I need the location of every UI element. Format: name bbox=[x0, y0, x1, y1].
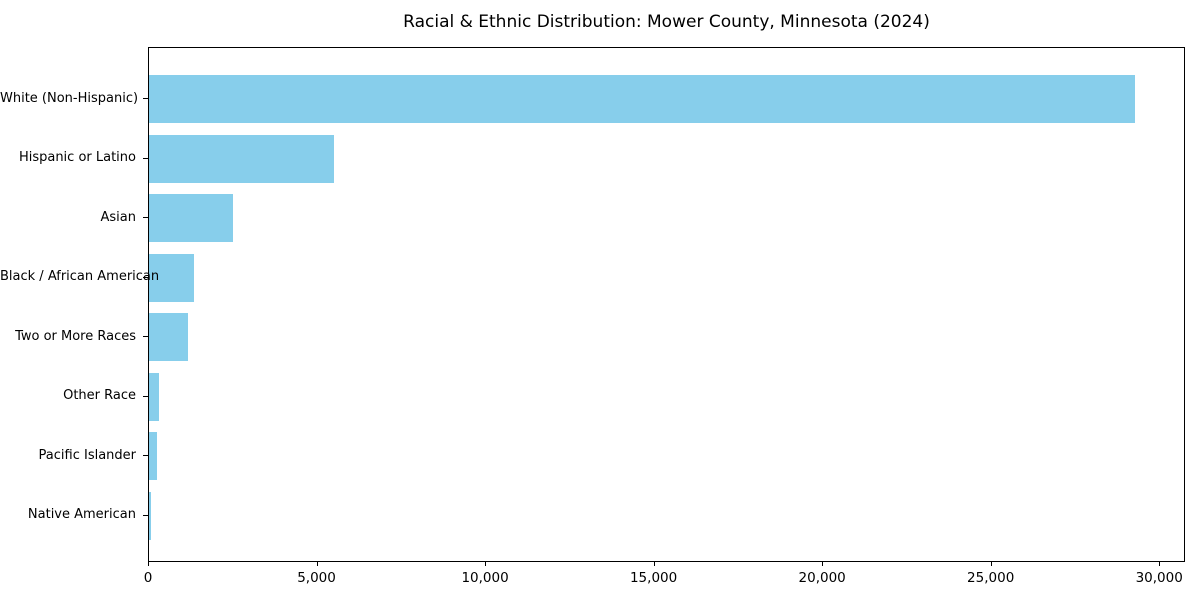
bar-pacific-islander bbox=[149, 432, 158, 480]
x-tick-mark bbox=[316, 562, 318, 566]
x-tick-label: 5,000 bbox=[297, 570, 336, 586]
x-tick-label: 20,000 bbox=[798, 570, 846, 586]
plot-area bbox=[148, 47, 1185, 562]
bar-black-african-american bbox=[149, 253, 195, 302]
x-tick-label: 0 bbox=[143, 570, 153, 586]
y-tick-label: Asian bbox=[100, 209, 136, 225]
y-tick-mark bbox=[143, 514, 148, 516]
y-tick-mark bbox=[143, 395, 148, 397]
x-tick-mark bbox=[148, 562, 149, 566]
y-tick-label: Hispanic or Latino bbox=[18, 150, 136, 165]
y-tick-mark bbox=[143, 336, 148, 337]
bar-native-american bbox=[149, 491, 151, 540]
x-tick-mark bbox=[822, 562, 824, 566]
y-tick-label: Other Race bbox=[63, 388, 136, 403]
y-tick-label: Pacific Islander bbox=[38, 447, 136, 463]
x-tick-mark bbox=[990, 562, 992, 566]
x-tick-label: 10,000 bbox=[461, 570, 509, 586]
bar-other-race bbox=[149, 372, 160, 421]
y-tick-label: Native American bbox=[27, 507, 136, 522]
bar-white-non-hispanic bbox=[149, 75, 1135, 123]
x-tick-mark bbox=[653, 562, 655, 566]
x-tick-label: 30,000 bbox=[1135, 570, 1183, 586]
x-tick-mark bbox=[1159, 562, 1161, 566]
y-tick-mark bbox=[143, 98, 148, 99]
bar-asian bbox=[149, 194, 234, 242]
y-tick-mark bbox=[143, 455, 148, 456]
y-tick-label: White (Non-Hispanic) bbox=[0, 90, 139, 106]
x-tick-label: 25,000 bbox=[967, 570, 1015, 586]
y-tick-mark bbox=[143, 157, 148, 159]
y-tick-mark bbox=[143, 217, 148, 218]
x-tick-label: 15,000 bbox=[629, 570, 678, 586]
x-tick-mark bbox=[485, 562, 487, 566]
bar-two-or-more-races bbox=[149, 313, 188, 361]
chart-title: Racial & Ethnic Distribution: Mower Coun… bbox=[403, 12, 930, 32]
y-tick-label: Black / African American bbox=[0, 269, 160, 284]
y-tick-mark bbox=[143, 276, 148, 278]
bar-hispanic-or-latino bbox=[149, 134, 335, 183]
y-tick-label: Two or More Races bbox=[15, 328, 136, 344]
